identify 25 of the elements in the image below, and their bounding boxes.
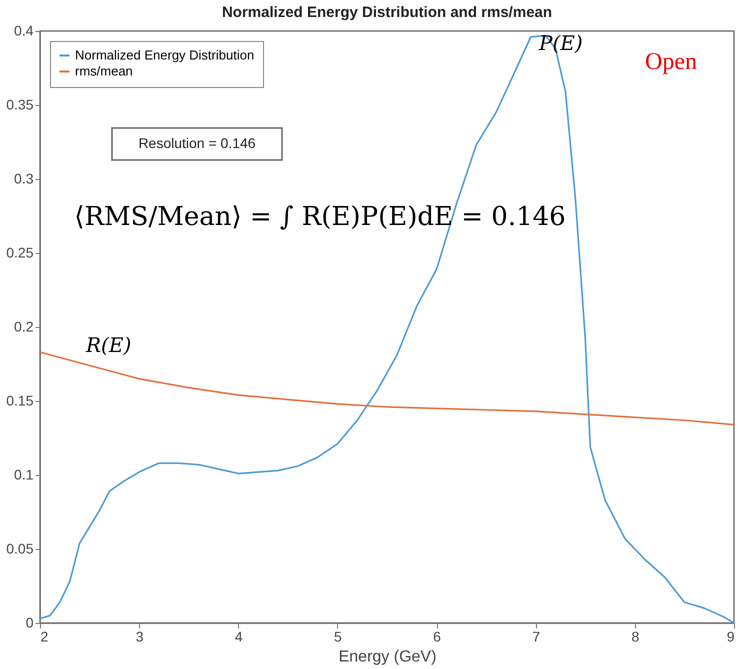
y-tick-label: 0 xyxy=(26,614,34,630)
x-tick-label: 5 xyxy=(334,628,342,644)
y-tick-label: 0.25 xyxy=(6,244,34,260)
x-tick-label: 7 xyxy=(532,628,540,644)
x-tick-label: 6 xyxy=(433,628,442,644)
x-tick-label: 9 xyxy=(726,628,735,644)
y-tick-label: 0.3 xyxy=(14,170,34,186)
x-tick-label: 3 xyxy=(136,628,144,644)
legend-label: rms/mean xyxy=(75,64,133,78)
y-tick-label: 0.05 xyxy=(6,540,34,556)
x-axis-title: Energy (GeV) xyxy=(338,648,436,666)
y-tick-label: 0.1 xyxy=(14,466,34,482)
x-tick-label: 8 xyxy=(631,628,640,644)
legend-label: Normalized Energy Distribution xyxy=(75,48,254,62)
y-tick-label: 0.15 xyxy=(6,392,34,408)
x-tick-label: 2 xyxy=(40,628,48,644)
x-tick-label: 4 xyxy=(234,628,243,644)
annotation: R(E) xyxy=(85,333,132,357)
y-tick-label: 0.35 xyxy=(6,96,34,112)
y-tick-label: 0.2 xyxy=(14,318,34,334)
annotation: ⟨RMS/Mean⟩ = ∫ R(E)P(E)dE = 0.146 xyxy=(74,202,566,232)
chart-title: Normalized Energy Distribution and rms/mean xyxy=(222,4,552,21)
y-tick-label: 0.4 xyxy=(14,22,34,38)
annotation: Open xyxy=(645,49,697,75)
annotation: Resolution = 0.146 xyxy=(138,135,256,151)
